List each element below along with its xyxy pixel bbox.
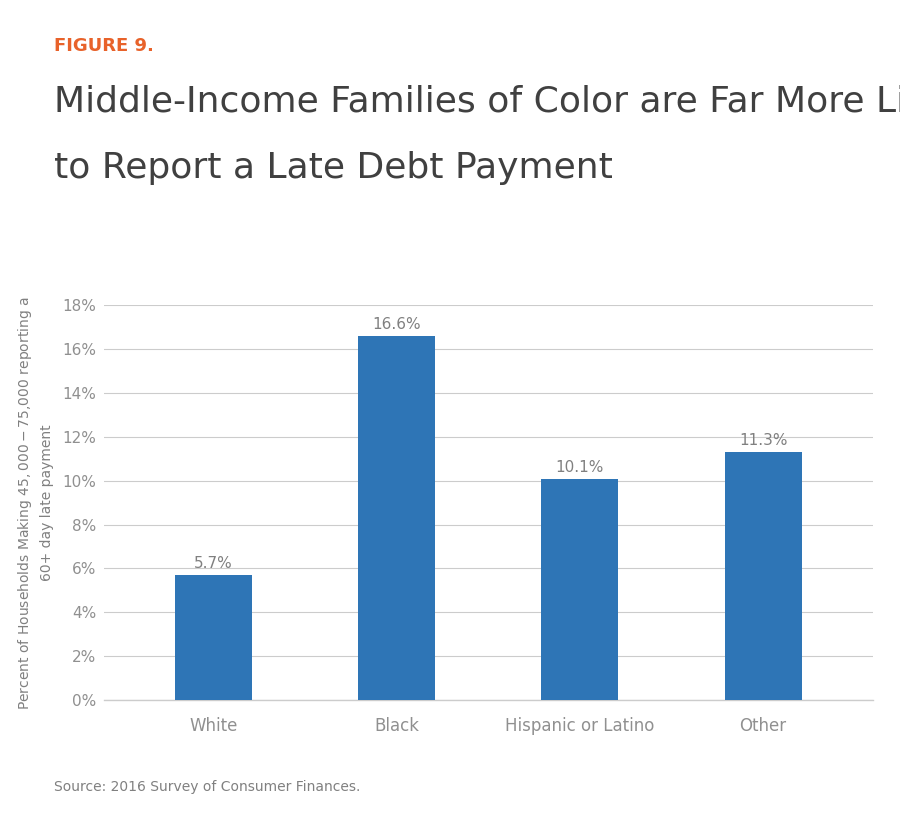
Text: FIGURE 9.: FIGURE 9. (54, 37, 154, 55)
Text: to Report a Late Debt Payment: to Report a Late Debt Payment (54, 151, 613, 185)
Text: 16.6%: 16.6% (373, 317, 421, 332)
Bar (358, 336, 435, 700)
Text: 10.1%: 10.1% (555, 460, 604, 475)
Bar (724, 453, 802, 700)
Bar (175, 575, 252, 700)
Text: Middle-Income Families of Color are Far More Likely: Middle-Income Families of Color are Far … (54, 85, 900, 120)
Text: Source: 2016 Survey of Consumer Finances.: Source: 2016 Survey of Consumer Finances… (54, 780, 360, 794)
Text: 11.3%: 11.3% (739, 433, 788, 449)
Text: 5.7%: 5.7% (194, 556, 233, 571)
Bar (542, 479, 618, 700)
Y-axis label: Percent of Households Making $45,000-$75,000 reporting a
60+ day late payment: Percent of Households Making $45,000-$75… (15, 295, 54, 710)
